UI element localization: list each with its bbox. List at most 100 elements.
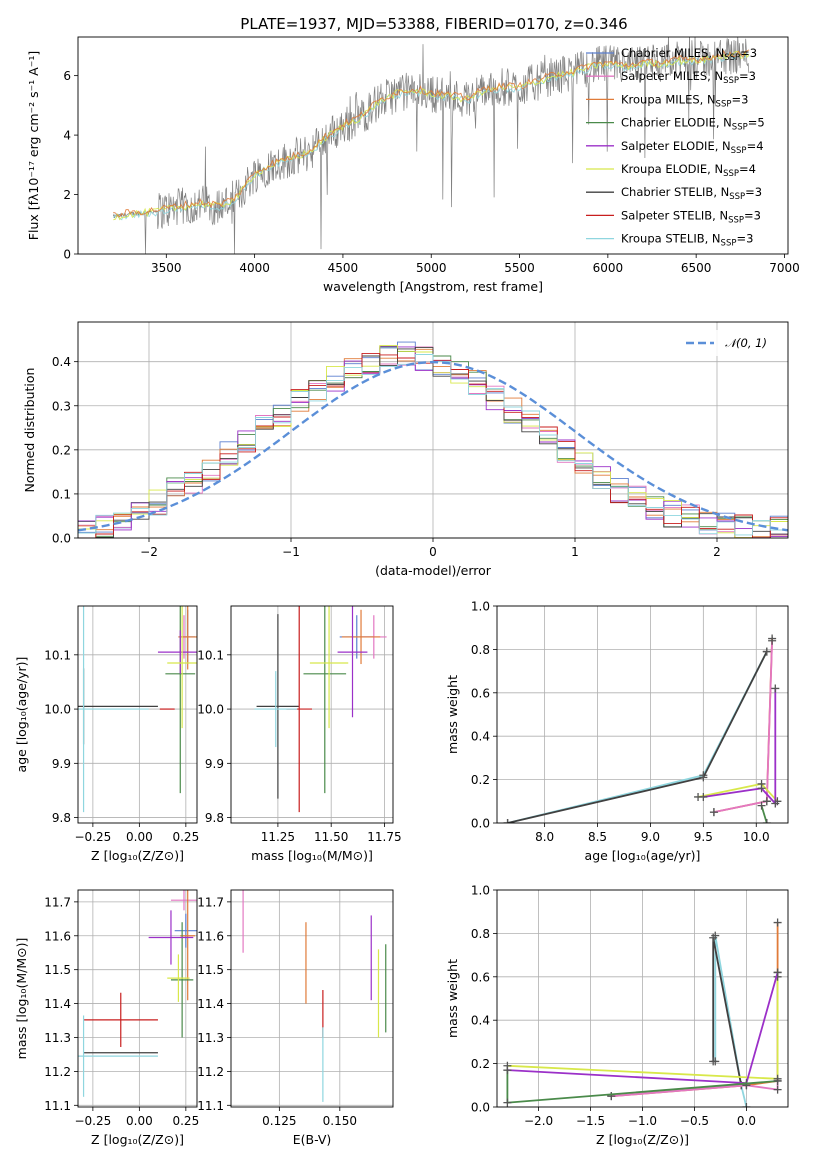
y-tick-label: 11.7 (197, 895, 224, 909)
x-axis-label: age [log₁₀(age/yr)] (585, 848, 701, 863)
y-tick-label: 0.2 (52, 443, 71, 457)
y-tick-label: 2 (63, 188, 71, 202)
legend-label-kroupa-elodie: Kroupa ELODIE, NSSP=4 (621, 162, 756, 179)
series-marker-kroupa-miles (773, 918, 782, 927)
x-axis-label: mass [log₁₀(M/M⊙)] (251, 848, 373, 863)
y-tick-label: 11.5 (44, 963, 71, 977)
x-tick-label: −2 (140, 545, 158, 559)
plot-frame (496, 889, 789, 1108)
legend-label-chabrier-miles: Chabrier MILES, NSSP=3 (621, 46, 757, 63)
plot-content (254, 606, 387, 813)
y-tick-label: 10.1 (197, 648, 224, 662)
series-marker-salpeter-miles (762, 797, 771, 806)
plot-content (78, 606, 197, 813)
legend-label-chabrier-elodie: Chabrier ELODIE, NSSP=5 (621, 116, 765, 133)
y-tick-label: 10.1 (44, 648, 71, 662)
series-marker-salpeter-miles (773, 1085, 782, 1094)
y-tick-label: 0.4 (52, 355, 71, 369)
plot-frame (77, 889, 198, 1108)
x-tick-label: 7000 (769, 261, 800, 275)
legend-label-kroupa-miles: Kroupa MILES, NSSP=3 (621, 92, 748, 109)
x-tick-label: 10.0 (743, 830, 770, 844)
y-tick-label: 0.2 (471, 773, 490, 787)
y-tick-label: 11.6 (44, 929, 71, 943)
model-line-kroupa-stelib (112, 51, 750, 221)
y-tick-label: 11.7 (44, 895, 71, 909)
y-tick-label: 11.1 (197, 1099, 224, 1113)
x-tick-label: 0.00 (126, 1114, 153, 1128)
x-tick-label: 11.25 (261, 830, 295, 844)
y-tick-label: 0.6 (471, 686, 490, 700)
x-tick-label: 0.150 (323, 1114, 357, 1128)
x-tick-label: 0.25 (172, 830, 199, 844)
x-tick-label: 9.0 (641, 830, 660, 844)
gridlines (231, 890, 393, 1107)
y-tick-label: 0.0 (52, 532, 71, 546)
series-marker-salpeter-elodie (757, 784, 766, 793)
y-axis-label: mass weight (445, 959, 460, 1038)
y-tick-label: 0.0 (471, 1101, 490, 1115)
y-tick-label: 0.2 (471, 1057, 490, 1071)
x-tick-label: −0.25 (74, 1114, 111, 1128)
series-marker-chabrier-stelib (699, 773, 708, 782)
series-marker-chabrier-stelib (503, 819, 512, 823)
y-tick-label: 0.4 (471, 1014, 490, 1028)
legend-label-normal: 𝒩(0, 1) (725, 336, 767, 350)
x-tick-label: 4500 (328, 261, 359, 275)
figure-title: PLATE=1937, MJD=53388, FIBERID=0170, z=0… (240, 15, 627, 33)
y-tick-label: 0.0 (471, 817, 490, 831)
y-axis-label: Normed distribution (22, 368, 37, 493)
series-marker-salpeter-elodie (699, 792, 708, 801)
legend-label-salpeter-elodie: Salpeter ELODIE, NSSP=4 (621, 139, 764, 156)
x-tick-label: −1.5 (576, 1114, 605, 1128)
series-marker-kroupa-stelib (742, 1103, 751, 1107)
x-axis-label: E(B-V) (293, 1132, 332, 1147)
plot-area (78, 890, 197, 1107)
model-line-kroupa-elodie (113, 50, 750, 221)
x-tick-label: 4000 (239, 261, 270, 275)
series-marker-chabrier-elodie (757, 801, 766, 810)
plot-frame (496, 605, 789, 824)
legend-label-chabrier-stelib: Chabrier STELIB, NSSP=3 (621, 185, 762, 202)
y-tick-label: 11.3 (44, 1031, 71, 1045)
spectrum-panel: 3500 4000 4500 5000 5500 6000 6500 7000 0 2 4 6 wave… (26, 36, 800, 294)
gridlines (78, 890, 197, 1107)
y-tick-label: 6 (63, 69, 71, 83)
series-marker-salpeter-miles (768, 636, 777, 645)
y-tick-label: 10.0 (44, 703, 71, 717)
series-marker-salpeter-elodie (771, 684, 780, 693)
spectrum-legend: Chabrier MILES, NSSP=3 Salpeter MILES, NS… (586, 46, 765, 249)
series-marker-chabrier-stelib (762, 647, 771, 656)
x-tick-label: −2.0 (524, 1114, 553, 1128)
x-tick-label: 0.00 (126, 830, 153, 844)
model-line-kroupa-miles (113, 49, 750, 218)
y-tick-label: 10.0 (197, 703, 224, 717)
x-tick-label: −0.5 (680, 1114, 709, 1128)
x-tick-label: 0.0 (737, 1114, 756, 1128)
x-tick-label: 9.5 (694, 830, 713, 844)
plot-frame (77, 36, 789, 255)
series-marker-salpeter-elodie (771, 799, 780, 808)
y-tick-label: 0.4 (471, 730, 490, 744)
y-tick-label: 11.2 (197, 1065, 224, 1079)
legend-label-kroupa-stelib: Kroupa STELIB, NSSP=3 (621, 232, 753, 249)
series-line-kroupa-stelib (714, 935, 748, 1107)
x-tick-label: 8.5 (588, 830, 607, 844)
plot-area (78, 606, 197, 823)
y-tick-label: 1.0 (471, 884, 490, 898)
x-tick-label: 3500 (151, 261, 182, 275)
y-tick-label: 11.2 (44, 1065, 71, 1079)
x-tick-label: 0.125 (262, 1114, 296, 1128)
x-tick-label: 8.0 (535, 830, 554, 844)
z-vs-age-panel: −0.25 0.00 0.25 9.8 9.9 10.0 10.1 Z [log₁₀(Z/Z⊙… (14, 605, 199, 863)
x-axis-label: Z [log₁₀(Z/Z⊙)] (91, 1132, 184, 1147)
residual-histogram-panel: −2 −1 0 1 2 0.0 0.1 0.2 0.3 0.4 (data-model)/error… (22, 321, 789, 578)
x-axis-label: wavelength [Angstrom, rest frame] (323, 279, 543, 294)
legend-label-salpeter-stelib: Salpeter STELIB, NSSP=3 (621, 208, 761, 225)
y-tick-label: 11.5 (197, 963, 224, 977)
plot-area (231, 890, 393, 1107)
mass-vs-age-panel: 11.25 11.50 11.75 9.8 9.9 10.0 10.1 mass [log₁₀… (197, 605, 402, 863)
y-tick-label: 1.0 (471, 600, 490, 614)
y-tick-label: 0 (63, 248, 71, 262)
y-tick-label: 0.1 (52, 487, 71, 501)
